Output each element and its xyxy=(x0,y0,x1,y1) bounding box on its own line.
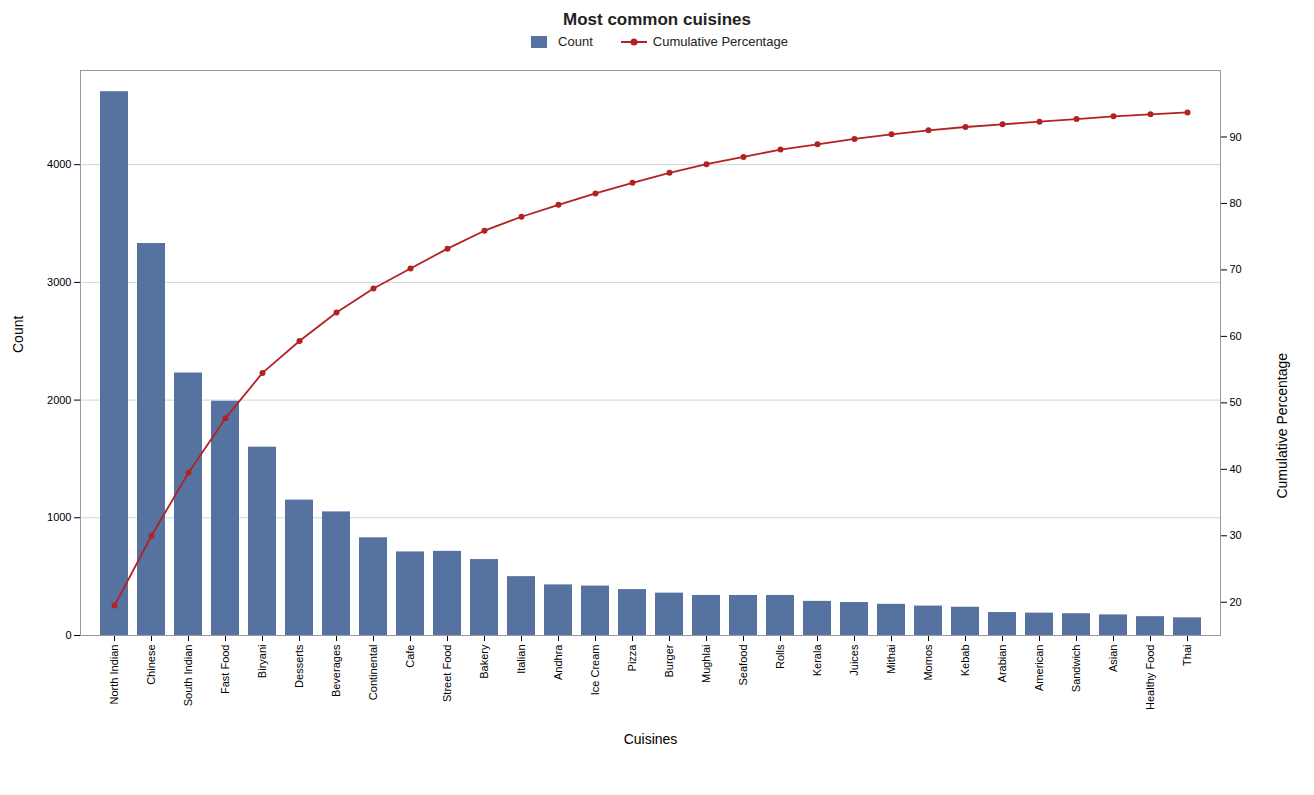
svg-text:40: 40 xyxy=(1230,463,1242,475)
svg-text:American: American xyxy=(1033,645,1045,691)
svg-text:North Indian: North Indian xyxy=(108,645,120,705)
svg-text:30: 30 xyxy=(1230,529,1242,541)
svg-text:20: 20 xyxy=(1230,596,1242,608)
svg-text:90: 90 xyxy=(1230,130,1242,142)
svg-text:2000: 2000 xyxy=(47,394,71,406)
svg-text:Mithai: Mithai xyxy=(885,645,897,674)
svg-text:4000: 4000 xyxy=(47,158,71,170)
svg-text:60: 60 xyxy=(1230,330,1242,342)
svg-text:South Indian: South Indian xyxy=(182,645,194,707)
svg-text:70: 70 xyxy=(1230,263,1242,275)
svg-text:Italian: Italian xyxy=(515,645,527,674)
svg-text:Bakery: Bakery xyxy=(478,644,490,679)
svg-text:Kerala: Kerala xyxy=(811,644,823,677)
svg-text:Arabian: Arabian xyxy=(996,645,1008,683)
svg-text:Pizza: Pizza xyxy=(626,644,638,672)
svg-text:Asian: Asian xyxy=(1107,645,1119,673)
svg-text:Kebab: Kebab xyxy=(959,645,971,677)
svg-text:Rolls: Rolls xyxy=(774,644,786,669)
svg-text:Count: Count xyxy=(10,316,26,353)
svg-text:Cafe: Cafe xyxy=(404,645,416,668)
svg-text:Ice Cream: Ice Cream xyxy=(589,645,601,696)
svg-text:Beverages: Beverages xyxy=(330,644,342,697)
svg-text:Biryani: Biryani xyxy=(256,645,268,679)
svg-text:Burger: Burger xyxy=(663,644,675,677)
svg-text:Healthy Food: Healthy Food xyxy=(1144,645,1156,710)
svg-text:Chinese: Chinese xyxy=(145,645,157,685)
html-text:Most common cuisines: Most common cuisines xyxy=(563,10,751,29)
svg-text:Momos: Momos xyxy=(922,644,934,681)
svg-text:3000: 3000 xyxy=(47,276,71,288)
svg-text:Mughlai: Mughlai xyxy=(700,645,712,684)
svg-text:Juices: Juices xyxy=(848,644,860,676)
svg-text:Cuisines: Cuisines xyxy=(624,731,678,747)
svg-text:Andhra: Andhra xyxy=(552,644,564,680)
svg-text:Sandwich: Sandwich xyxy=(1070,645,1082,693)
svg-text:1000: 1000 xyxy=(47,511,71,523)
svg-text:Fast Food: Fast Food xyxy=(219,645,231,695)
svg-text:Desserts: Desserts xyxy=(293,644,305,688)
svg-text:Street Food: Street Food xyxy=(441,645,453,702)
svg-text:Thai: Thai xyxy=(1181,645,1193,666)
html-text:Cumulative Percentage: Cumulative Percentage xyxy=(652,34,788,49)
svg-text:Continental: Continental xyxy=(367,645,379,701)
svg-text:80: 80 xyxy=(1230,197,1242,209)
svg-text:50: 50 xyxy=(1230,396,1242,408)
svg-text:Cumulative Percentage: Cumulative Percentage xyxy=(1274,353,1290,499)
svg-text:0: 0 xyxy=(65,629,71,641)
html-text:Count: Count xyxy=(558,34,593,49)
svg-text:Seafood: Seafood xyxy=(737,645,749,686)
